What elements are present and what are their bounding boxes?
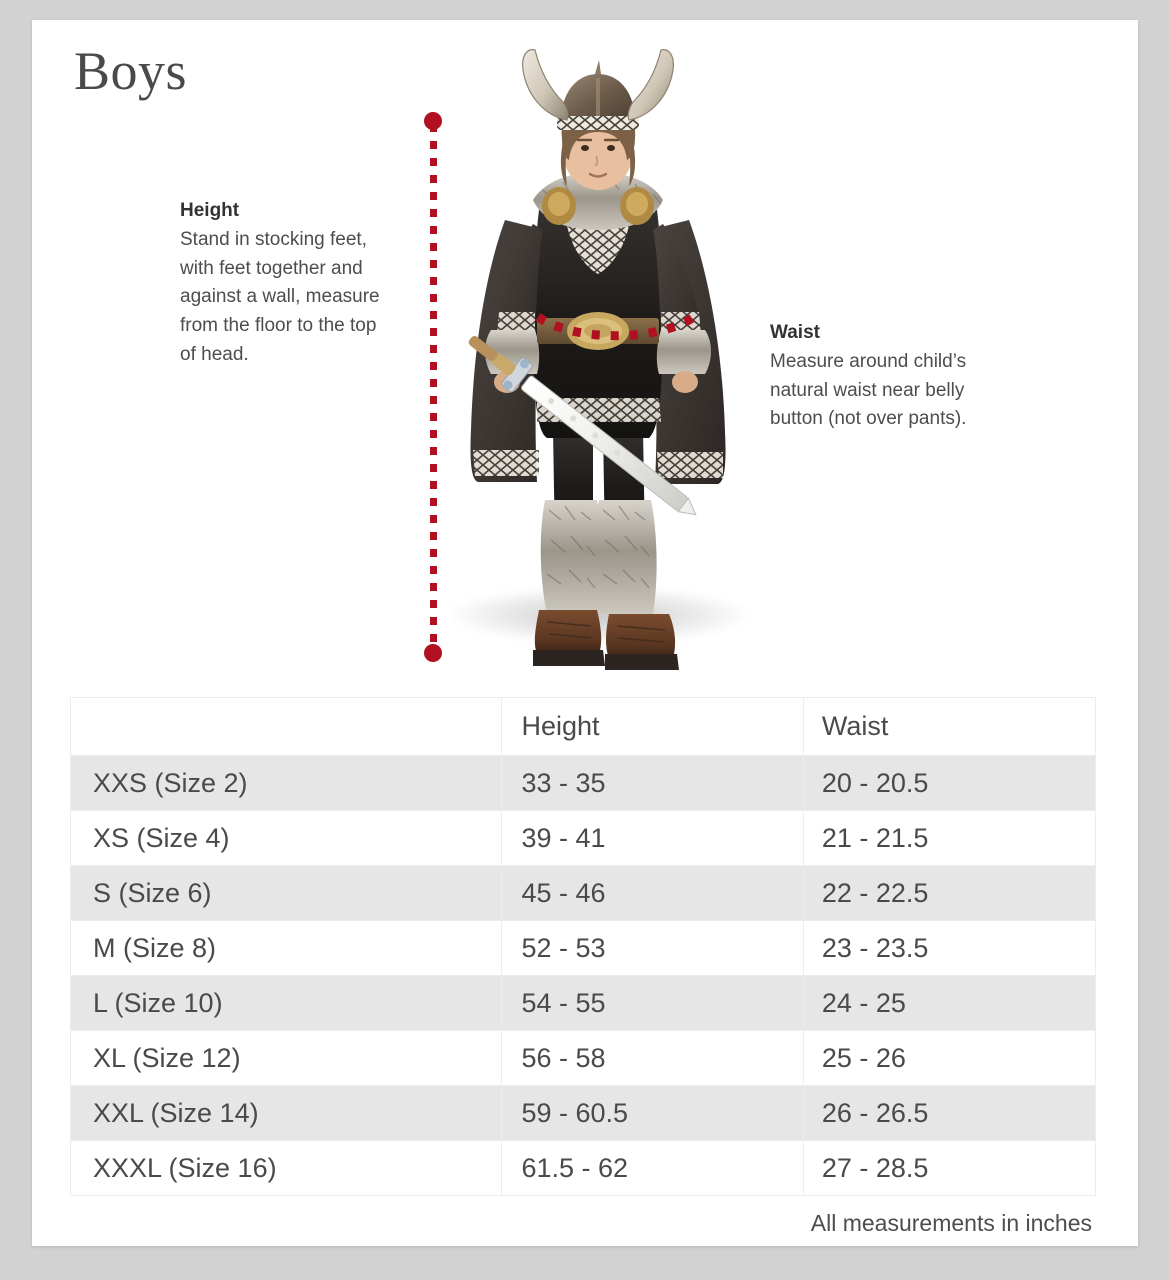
table-row: L (Size 10) 54 - 55 24 - 25 [70,975,1097,1031]
waist-instruction-text: Measure around child’s natural waist nea… [770,350,967,430]
column-header-height: Height [500,697,804,756]
table-row: XXL (Size 14) 59 - 60.5 26 - 26.5 [70,1085,1097,1141]
cell-waist: 27 - 28.5 [802,1140,1097,1196]
cell-height: 52 - 53 [500,920,804,976]
cell-size: M (Size 8) [70,920,502,976]
cell-height: 59 - 60.5 [500,1085,804,1141]
cell-waist: 24 - 25 [802,975,1097,1031]
waist-line-dots [535,313,697,341]
height-line-top-endpoint-icon [424,112,442,130]
cell-waist: 26 - 26.5 [802,1085,1097,1141]
height-line-dots [430,124,437,652]
table-header-row: Height Waist [70,697,1097,756]
waist-measure-line [535,308,697,342]
cell-waist: 20 - 20.5 [802,755,1097,811]
size-table-wrapper: Height Waist XXS (Size 2) 33 - 35 20 - 2… [70,697,1097,1196]
table-row: XS (Size 4) 39 - 41 21 - 21.5 [70,810,1097,866]
cell-size: XXXL (Size 16) [70,1140,502,1196]
column-header-size [70,697,502,756]
cell-height: 54 - 55 [500,975,804,1031]
table-row: M (Size 8) 52 - 53 23 - 23.5 [70,920,1097,976]
cell-size: XS (Size 4) [70,810,502,866]
costume-figure-area [387,20,807,680]
cell-height: 33 - 35 [500,755,804,811]
size-chart-card: Boys Height Stand in stocking feet, with… [32,20,1138,1246]
height-instruction-text: Stand in stocking feet, with feet togeth… [180,228,380,366]
height-measure-line [419,108,449,668]
table-row: XXS (Size 2) 33 - 35 20 - 20.5 [70,755,1097,811]
height-instruction-label: Height [180,200,240,221]
table-row: S (Size 6) 45 - 46 22 - 22.5 [70,865,1097,921]
table-row: XXXL (Size 16) 61.5 - 62 27 - 28.5 [70,1140,1097,1196]
height-instruction-block: Height Stand in stocking feet, with feet… [180,198,380,370]
cell-size: XL (Size 12) [70,1030,502,1086]
cell-height: 39 - 41 [500,810,804,866]
cell-waist: 25 - 26 [802,1030,1097,1086]
waist-instruction-block: Waist Measure around child’s natural wai… [770,320,1010,434]
height-line-bottom-endpoint-icon [424,644,442,662]
cell-height: 61.5 - 62 [500,1140,804,1196]
cell-waist: 23 - 23.5 [802,920,1097,976]
cell-size: L (Size 10) [70,975,502,1031]
cell-height: 56 - 58 [500,1030,804,1086]
size-table: Height Waist XXS (Size 2) 33 - 35 20 - 2… [70,697,1097,1196]
cell-size: XXL (Size 14) [70,1085,502,1141]
cell-size: S (Size 6) [70,865,502,921]
cell-height: 45 - 46 [500,865,804,921]
measurement-units-note: All measurements in inches [810,1210,1092,1236]
cell-waist: 21 - 21.5 [802,810,1097,866]
cell-size: XXS (Size 2) [70,755,502,811]
cell-waist: 22 - 22.5 [802,865,1097,921]
column-header-waist: Waist [802,697,1097,756]
page-title: Boys [74,41,188,101]
waist-instruction-label: Waist [770,322,820,343]
table-row: XL (Size 12) 56 - 58 25 - 26 [70,1030,1097,1086]
boy-viking-costume-illustration [468,49,726,670]
